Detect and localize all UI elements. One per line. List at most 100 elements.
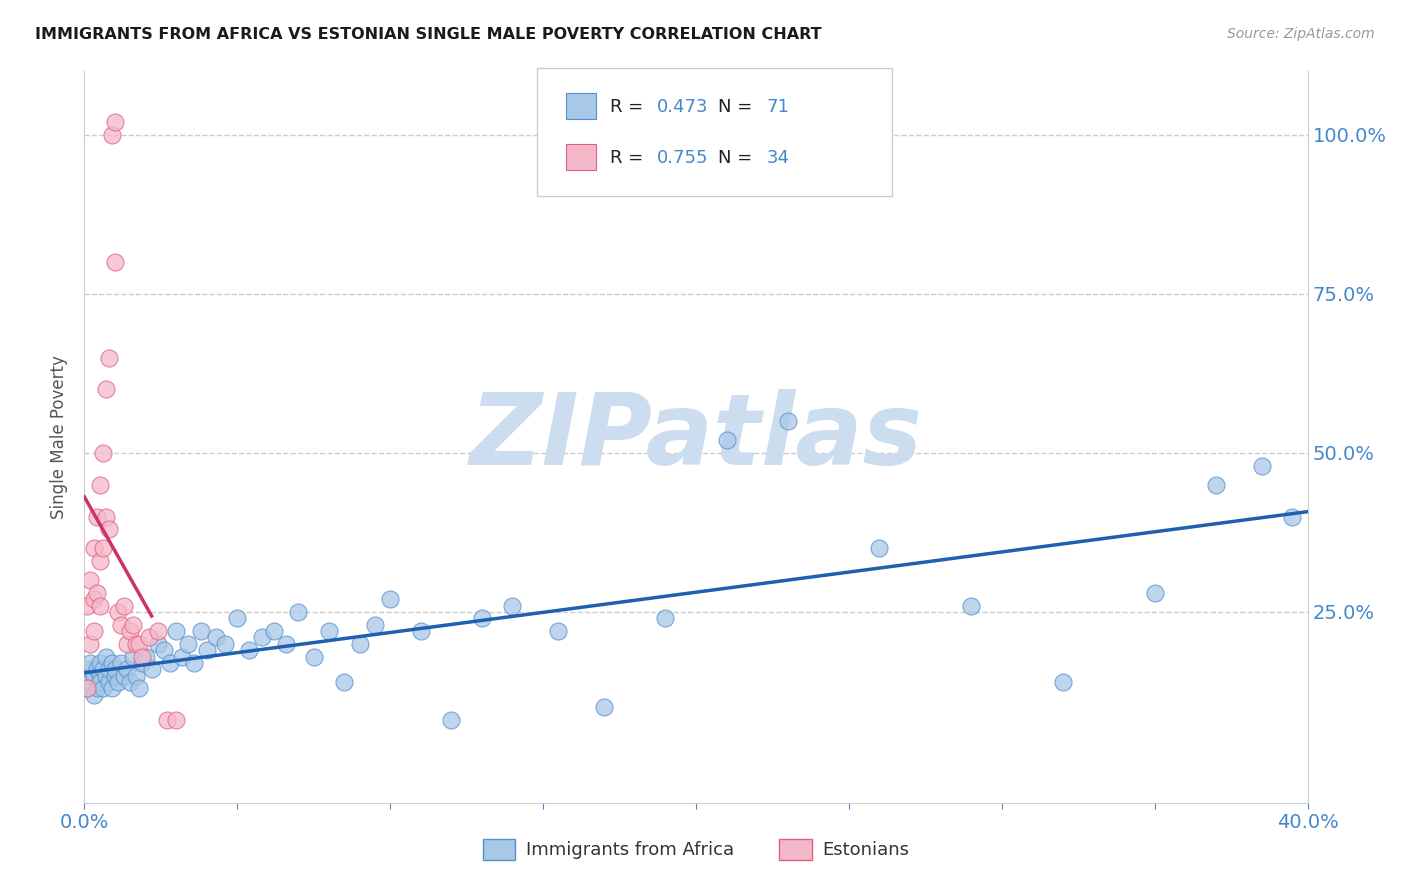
Point xyxy=(76,681,98,696)
Point xyxy=(250,631,273,645)
Point xyxy=(83,668,105,682)
Point xyxy=(125,668,148,682)
Point xyxy=(89,477,111,491)
Point xyxy=(86,586,108,600)
Point xyxy=(86,662,108,676)
Point xyxy=(86,681,108,696)
Point xyxy=(776,414,799,428)
Point xyxy=(79,656,101,670)
Text: 0.755: 0.755 xyxy=(657,149,709,167)
Point xyxy=(172,649,194,664)
Point xyxy=(1052,675,1074,690)
Point xyxy=(153,643,176,657)
Point xyxy=(195,643,218,657)
Point xyxy=(146,637,169,651)
Point xyxy=(112,599,135,613)
Point xyxy=(214,637,236,651)
Point xyxy=(97,351,120,365)
Point xyxy=(79,573,101,587)
Point xyxy=(205,631,228,645)
Point xyxy=(380,592,402,607)
Point xyxy=(104,668,127,682)
Point xyxy=(120,624,142,638)
Text: ZIPatlas: ZIPatlas xyxy=(470,389,922,485)
Point xyxy=(960,599,983,613)
Point xyxy=(83,624,105,638)
Point xyxy=(333,675,356,690)
Point xyxy=(79,637,101,651)
Point xyxy=(94,668,117,682)
Text: R =: R = xyxy=(610,97,650,116)
Point xyxy=(97,522,120,536)
Point xyxy=(112,668,135,682)
Point xyxy=(125,637,148,651)
Point xyxy=(263,624,285,638)
Point xyxy=(104,255,127,269)
Point xyxy=(76,662,98,676)
Text: N =: N = xyxy=(718,149,758,167)
Point xyxy=(115,662,138,676)
Point xyxy=(190,624,212,638)
Point xyxy=(440,713,463,727)
Point xyxy=(226,611,249,625)
Point xyxy=(91,541,114,556)
Point xyxy=(76,599,98,613)
Point xyxy=(276,637,298,651)
Point xyxy=(135,649,157,664)
Point xyxy=(91,446,114,460)
Legend: Immigrants from Africa, Estonians: Immigrants from Africa, Estonians xyxy=(475,831,917,867)
Text: N =: N = xyxy=(718,97,758,116)
Point xyxy=(716,434,738,448)
Point xyxy=(83,541,105,556)
Y-axis label: Single Male Poverty: Single Male Poverty xyxy=(49,355,67,519)
Point xyxy=(165,624,187,638)
Text: 0.473: 0.473 xyxy=(657,97,709,116)
Point xyxy=(89,675,111,690)
Point xyxy=(115,637,138,651)
Point xyxy=(91,662,114,676)
Point xyxy=(128,637,150,651)
Point xyxy=(101,656,124,670)
Point xyxy=(83,592,105,607)
Point xyxy=(89,656,111,670)
Text: 34: 34 xyxy=(766,149,790,167)
Point xyxy=(120,675,142,690)
Point xyxy=(91,681,114,696)
Point xyxy=(94,383,117,397)
Point xyxy=(156,713,179,727)
Point xyxy=(128,681,150,696)
Text: Source: ZipAtlas.com: Source: ZipAtlas.com xyxy=(1227,27,1375,41)
Point xyxy=(107,675,129,690)
Point xyxy=(502,599,524,613)
Point xyxy=(101,681,124,696)
Point xyxy=(97,675,120,690)
Point xyxy=(83,688,105,702)
Point xyxy=(654,611,676,625)
FancyBboxPatch shape xyxy=(567,145,596,170)
Point xyxy=(238,643,260,657)
Point xyxy=(471,611,494,625)
Point xyxy=(146,624,169,638)
Point xyxy=(593,700,616,714)
FancyBboxPatch shape xyxy=(537,68,891,195)
Point xyxy=(287,605,309,619)
Point xyxy=(94,509,117,524)
FancyBboxPatch shape xyxy=(567,94,596,119)
Point xyxy=(79,675,101,690)
Point xyxy=(1281,509,1303,524)
Point xyxy=(101,128,124,142)
Point xyxy=(94,649,117,664)
Point xyxy=(122,649,145,664)
Point xyxy=(141,662,163,676)
Point xyxy=(1205,477,1227,491)
Point xyxy=(1143,586,1166,600)
Point xyxy=(349,637,371,651)
Point xyxy=(110,656,132,670)
Point xyxy=(138,631,160,645)
Point xyxy=(177,637,200,651)
Point xyxy=(107,605,129,619)
Point xyxy=(89,668,111,682)
Point xyxy=(104,662,127,676)
Point xyxy=(104,115,127,129)
Point xyxy=(97,662,120,676)
